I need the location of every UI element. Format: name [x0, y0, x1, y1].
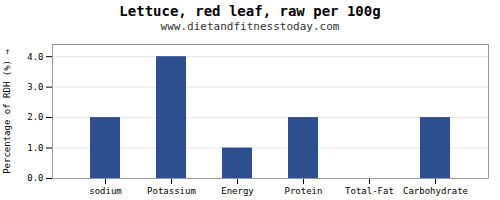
- svg-text:Potassium: Potassium: [147, 186, 196, 196]
- svg-text:1.0: 1.0: [27, 143, 43, 153]
- svg-text:Carbohydrate: Carbohydrate: [403, 186, 468, 196]
- svg-text:Total-Fat: Total-Fat: [345, 186, 394, 196]
- svg-text:Percentage of RDH (%) →: Percentage of RDH (%) →: [2, 49, 12, 174]
- svg-text:0.0: 0.0: [27, 173, 43, 183]
- svg-text:3.0: 3.0: [27, 82, 43, 92]
- svg-text:sodium: sodium: [89, 186, 122, 196]
- svg-text:Protein: Protein: [285, 186, 323, 196]
- svg-text:Energy: Energy: [221, 186, 254, 196]
- html-text:Lettuce, red leaf, raw per 100: Lettuce, red leaf, raw per 100g: [119, 3, 381, 19]
- html-text:www.dietandfitnesstoday.com: www.dietandfitnesstoday.com: [160, 20, 340, 33]
- svg-text:2.0: 2.0: [27, 112, 43, 122]
- svg-text:4.0: 4.0: [27, 52, 43, 62]
